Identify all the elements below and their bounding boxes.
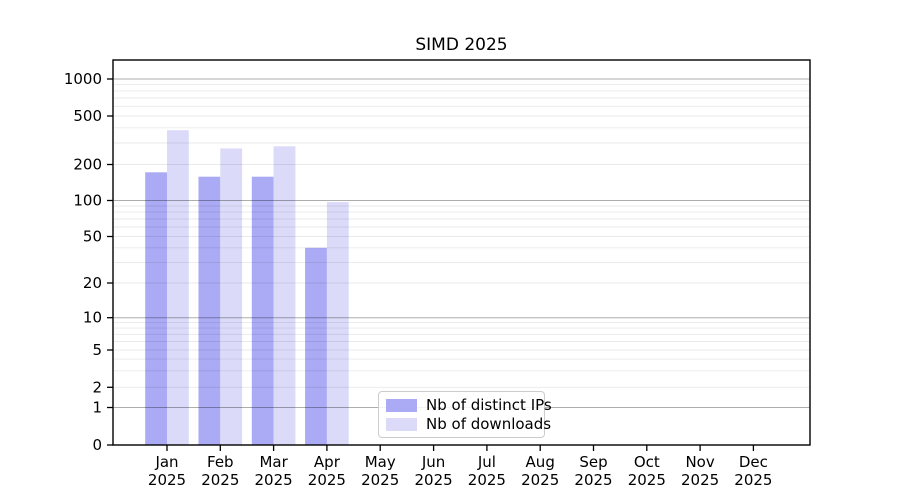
bar-nb-of-distinct-ips-jan <box>145 172 167 446</box>
legend-swatch-distinct-ips <box>386 398 417 412</box>
y-tick-label: 2 <box>92 378 102 396</box>
x-tick-label-year: 2025 <box>361 471 399 489</box>
x-tick-label-month: Oct <box>634 453 660 471</box>
x-tick-label-year: 2025 <box>148 471 186 489</box>
legend: Nb of distinct IPs Nb of downloads <box>378 391 552 438</box>
x-tick-label-month: Feb <box>207 453 234 471</box>
x-tick-label-year: 2025 <box>468 471 506 489</box>
x-tick-label-year: 2025 <box>255 471 293 489</box>
bar-nb-of-distinct-ips-feb <box>198 176 221 445</box>
x-tick-label-month: Dec <box>739 453 768 471</box>
y-tick-label: 0 <box>92 436 102 454</box>
y-tick-label: 100 <box>73 192 102 210</box>
y-tick-label: 500 <box>73 107 102 125</box>
bar-nb-of-downloads-feb <box>220 148 243 445</box>
x-tick-label-year: 2025 <box>628 471 666 489</box>
legend-label-distinct-ips: Nb of distinct IPs <box>426 396 552 414</box>
x-tick-label-year: 2025 <box>734 471 772 489</box>
y-tick-label: 5 <box>92 341 102 359</box>
x-tick-label-month: Nov <box>685 453 714 471</box>
x-tick-label-month: Mar <box>259 453 288 471</box>
bar-nb-of-downloads-jan <box>167 130 189 445</box>
x-tick-label-month: Jun <box>421 453 445 471</box>
x-tick-label-year: 2025 <box>574 471 612 489</box>
y-tick-label: 20 <box>83 274 102 292</box>
bar-nb-of-distinct-ips-mar <box>251 176 274 445</box>
chart-title: SIMD 2025 <box>415 35 508 55</box>
x-tick-label-month: Apr <box>314 453 341 471</box>
y-tick-label: 1000 <box>64 70 102 88</box>
x-tick-label-month: Jan <box>154 453 178 471</box>
bar-nb-of-downloads-apr <box>326 202 349 445</box>
x-tick-label-year: 2025 <box>201 471 239 489</box>
legend-item-downloads: Nb of downloads <box>386 415 551 433</box>
x-tick-label-year: 2025 <box>308 471 346 489</box>
x-tick-label-month: May <box>365 453 396 471</box>
x-tick-label-year: 2025 <box>681 471 719 489</box>
plot-frame <box>112 59 811 446</box>
legend-label-downloads: Nb of downloads <box>426 415 552 433</box>
y-tick-label: 10 <box>83 309 102 327</box>
x-tick-label-month: Aug <box>526 453 555 471</box>
y-tick-label: 50 <box>83 228 102 246</box>
bar-nb-of-downloads-mar <box>273 146 296 446</box>
bar-nb-of-distinct-ips-apr <box>305 247 327 445</box>
x-tick-label-year: 2025 <box>521 471 559 489</box>
x-tick-label-year: 2025 <box>415 471 453 489</box>
legend-item-distinct-ips: Nb of distinct IPs <box>386 396 552 414</box>
legend-swatch-downloads <box>386 417 417 431</box>
x-tick-label-month: Jul <box>477 453 496 471</box>
x-tick-label-month: Sep <box>579 453 607 471</box>
y-tick-label: 1 <box>92 399 102 417</box>
y-tick-label: 200 <box>73 156 102 174</box>
